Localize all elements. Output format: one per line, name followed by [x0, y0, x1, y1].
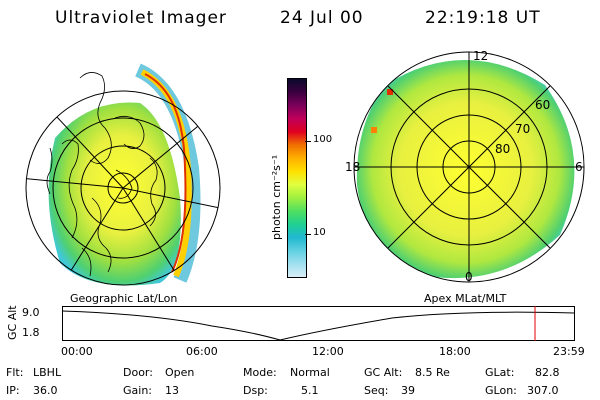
altitude-timeline — [62, 306, 575, 341]
instrument-title: Ultraviolet Imager — [55, 8, 227, 28]
time-label: 22:19:18 UT — [425, 8, 541, 28]
colorbar-tick-label-100: 100 — [313, 134, 333, 145]
door-label: Door: — [123, 366, 153, 379]
ip-value: 36.0 — [33, 384, 58, 397]
colorbar-tick-label-10: 10 — [313, 227, 326, 238]
colorbar-unit-label: photon cm⁻²s⁻¹ — [270, 154, 283, 240]
colorbar-tick-10 — [305, 234, 311, 235]
gcalt-label: GC Alt: — [364, 366, 403, 379]
mlt-label-18: 18 — [345, 160, 360, 174]
flt-label: Flt: — [6, 366, 24, 379]
timeline-xtick-0600: 06:00 — [186, 345, 218, 358]
geographic-label: Geographic Lat/Lon — [70, 292, 178, 305]
ip-label: IP: — [6, 384, 20, 397]
timeline-ylabel: GC Alt — [6, 305, 19, 340]
mode-label: Mode: — [243, 366, 277, 379]
timeline-xtick-1800: 18:00 — [439, 345, 471, 358]
door-value: Open — [165, 366, 195, 379]
coastlines — [46, 72, 158, 277]
mlt-label-0: 0 — [465, 270, 473, 284]
glat-value: 82.8 — [535, 366, 560, 379]
seq-value: 39 — [401, 384, 415, 397]
mlat-label-80: 80 — [495, 142, 510, 156]
mlt-label-12: 12 — [473, 49, 488, 63]
glon-value: 307.0 — [527, 384, 559, 397]
timeline-xtick-2359: 23:59 — [553, 345, 585, 358]
geographic-map — [25, 63, 221, 286]
glon-label: GLon: — [485, 384, 517, 397]
timeline-xtick-1200: 12:00 — [312, 345, 344, 358]
mlat-label-60: 60 — [535, 98, 550, 112]
flt-value: LBHL — [33, 366, 62, 379]
timeline-ytick-9: 9.0 — [22, 306, 40, 319]
colorbar — [287, 78, 307, 278]
timeline-xtick-0000: 00:00 — [61, 345, 93, 358]
colorbar-tick-100 — [305, 141, 311, 142]
dsp-value: 5.1 — [301, 384, 319, 397]
timeline-ytick-1: 1.8 — [22, 326, 40, 339]
geographic-image — [48, 63, 201, 286]
gain-value: 13 — [165, 384, 179, 397]
mlt-label-6: 6 — [575, 160, 583, 174]
apex-label: Apex MLat/MLT — [424, 292, 507, 305]
glat-label: GLat: — [485, 366, 515, 379]
gcalt-value: 8.5 Re — [415, 366, 450, 379]
mlat-label-70: 70 — [515, 122, 530, 136]
colorbar-fill — [288, 79, 306, 277]
gain-label: Gain: — [123, 384, 152, 397]
altitude-curve — [62, 310, 575, 341]
magnetic-map: 12 6 0 18 60 70 80 — [345, 49, 585, 284]
mode-value: Normal — [290, 366, 330, 379]
mlat-mlt-grid — [353, 51, 585, 283]
seq-label: Seq: — [364, 384, 389, 397]
dsp-label: Dsp: — [243, 384, 268, 397]
date-label: 24 Jul 00 — [280, 8, 364, 28]
